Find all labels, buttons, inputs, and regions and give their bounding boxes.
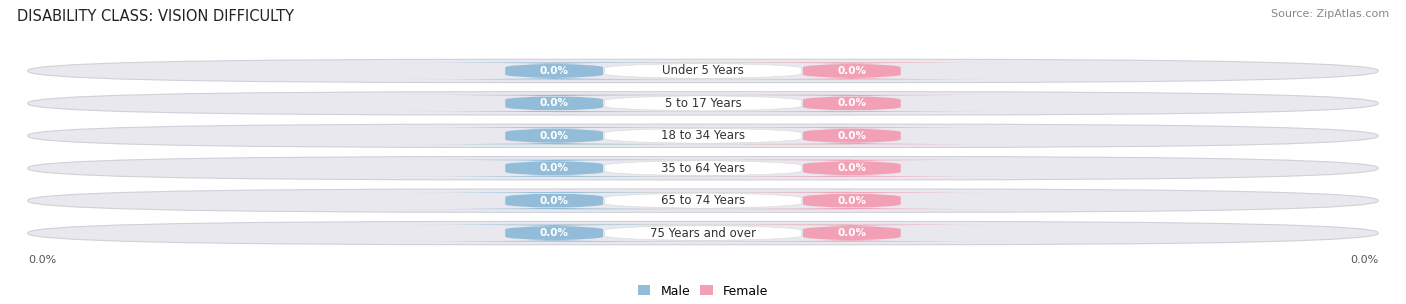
- Text: 75 Years and over: 75 Years and over: [650, 226, 756, 240]
- Text: 0.0%: 0.0%: [540, 163, 568, 173]
- Text: 0.0%: 0.0%: [838, 98, 866, 108]
- Text: 0.0%: 0.0%: [1350, 255, 1378, 265]
- Text: 0.0%: 0.0%: [838, 131, 866, 141]
- FancyBboxPatch shape: [28, 221, 1378, 245]
- Text: 0.0%: 0.0%: [838, 228, 866, 238]
- FancyBboxPatch shape: [695, 95, 1010, 112]
- Text: 0.0%: 0.0%: [28, 255, 56, 265]
- Text: 18 to 34 Years: 18 to 34 Years: [661, 129, 745, 142]
- Text: 0.0%: 0.0%: [838, 196, 866, 206]
- FancyBboxPatch shape: [554, 192, 852, 209]
- FancyBboxPatch shape: [554, 95, 852, 112]
- Text: 0.0%: 0.0%: [540, 228, 568, 238]
- Text: 0.0%: 0.0%: [540, 66, 568, 76]
- FancyBboxPatch shape: [28, 124, 1378, 147]
- FancyBboxPatch shape: [554, 127, 852, 144]
- Text: 0.0%: 0.0%: [540, 98, 568, 108]
- FancyBboxPatch shape: [695, 160, 1010, 177]
- Text: 65 to 74 Years: 65 to 74 Years: [661, 194, 745, 207]
- Text: 0.0%: 0.0%: [838, 163, 866, 173]
- Text: 0.0%: 0.0%: [540, 196, 568, 206]
- Text: 35 to 64 Years: 35 to 64 Years: [661, 162, 745, 175]
- FancyBboxPatch shape: [396, 62, 711, 79]
- Text: 0.0%: 0.0%: [838, 66, 866, 76]
- FancyBboxPatch shape: [554, 62, 852, 79]
- Text: Source: ZipAtlas.com: Source: ZipAtlas.com: [1271, 9, 1389, 19]
- FancyBboxPatch shape: [695, 62, 1010, 79]
- Text: 5 to 17 Years: 5 to 17 Years: [665, 97, 741, 110]
- FancyBboxPatch shape: [28, 92, 1378, 115]
- FancyBboxPatch shape: [396, 127, 711, 144]
- FancyBboxPatch shape: [695, 192, 1010, 209]
- FancyBboxPatch shape: [28, 59, 1378, 83]
- FancyBboxPatch shape: [396, 95, 711, 112]
- FancyBboxPatch shape: [554, 225, 852, 242]
- FancyBboxPatch shape: [396, 225, 711, 242]
- Legend: Male, Female: Male, Female: [638, 285, 768, 298]
- FancyBboxPatch shape: [554, 160, 852, 177]
- FancyBboxPatch shape: [396, 160, 711, 177]
- FancyBboxPatch shape: [28, 189, 1378, 212]
- Text: Under 5 Years: Under 5 Years: [662, 64, 744, 78]
- FancyBboxPatch shape: [695, 225, 1010, 242]
- Text: DISABILITY CLASS: VISION DIFFICULTY: DISABILITY CLASS: VISION DIFFICULTY: [17, 9, 294, 24]
- FancyBboxPatch shape: [695, 127, 1010, 144]
- Text: 0.0%: 0.0%: [540, 131, 568, 141]
- FancyBboxPatch shape: [396, 192, 711, 209]
- FancyBboxPatch shape: [28, 157, 1378, 180]
